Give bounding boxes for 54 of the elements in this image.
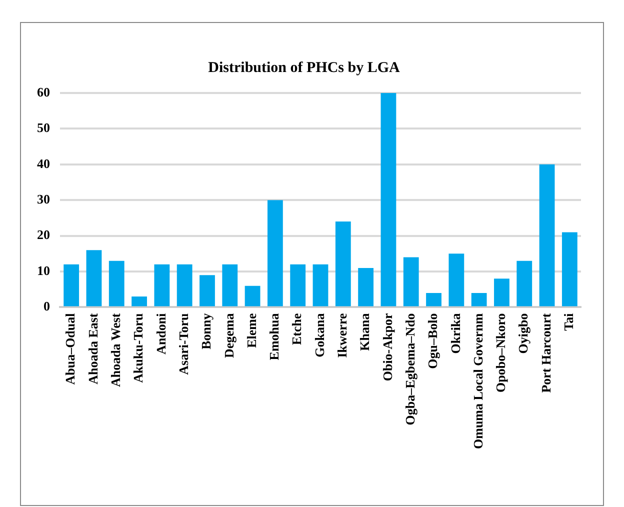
bar	[86, 250, 102, 306]
x-tick-label: Ahoada West	[108, 312, 123, 388]
bar	[290, 264, 306, 306]
x-tick-label: Oyigbo	[516, 313, 531, 354]
bar	[267, 200, 283, 306]
x-tick-label: Andoni	[153, 312, 168, 354]
bar	[494, 278, 510, 306]
x-tick-label: Ogba–Egbema–Ndo	[402, 313, 418, 426]
bar	[335, 222, 351, 306]
bar	[426, 292, 442, 306]
bar	[358, 268, 374, 306]
x-tick-label: Ahoada East	[85, 312, 100, 384]
x-tick-label: Bonny	[198, 312, 214, 350]
x-tick-label: Khana	[357, 312, 372, 351]
bar	[562, 232, 578, 306]
x-tick-label: Gokana	[312, 312, 327, 358]
y-tick-label: 20	[37, 227, 50, 242]
x-tick-label: Tai	[561, 312, 576, 331]
bar	[539, 164, 555, 306]
bar	[154, 264, 170, 306]
y-tick-label: 0	[44, 298, 50, 314]
y-tick-label: 10	[37, 262, 50, 278]
x-tick-label: Etche	[289, 313, 304, 346]
bar	[222, 264, 238, 306]
bar	[200, 275, 215, 306]
x-tick-label: Degema	[221, 312, 236, 358]
x-tick-label: Ikwerre	[334, 313, 350, 358]
x-tick-label: Akuku-Toru	[130, 313, 146, 383]
x-tick-label: Obio-Akpor	[380, 313, 395, 382]
bar	[132, 296, 147, 306]
x-tick-label: Emohua	[266, 312, 282, 360]
x-tick-label: Eleme	[244, 313, 259, 348]
bar	[176, 264, 192, 306]
y-tick-label: 60	[37, 84, 50, 100]
bar	[448, 254, 464, 306]
x-tick-label: Opobo–Nkoro	[493, 313, 508, 392]
bar	[244, 286, 260, 306]
bar	[471, 292, 487, 306]
bar	[108, 260, 124, 306]
chart-title: Distribution of PHCs by LGA	[208, 60, 400, 76]
y-tick-label: 40	[37, 156, 50, 171]
x-tick-label: Abua–Odual	[62, 312, 78, 385]
x-tick-label: Ogu–Bolo	[425, 313, 440, 369]
x-tick-label: Asari-Toru	[176, 313, 191, 375]
y-tick-label: 50	[37, 120, 50, 136]
x-tick-label: Okrika	[448, 312, 463, 354]
bar	[516, 260, 532, 306]
bar	[64, 264, 80, 306]
x-tick-label: Omuma Local Governm	[470, 313, 486, 449]
x-tick-label: Port Harcourt	[538, 312, 554, 393]
bar	[312, 264, 328, 306]
bar	[380, 93, 396, 306]
bar	[403, 257, 419, 306]
y-tick-label: 30	[37, 191, 50, 206]
